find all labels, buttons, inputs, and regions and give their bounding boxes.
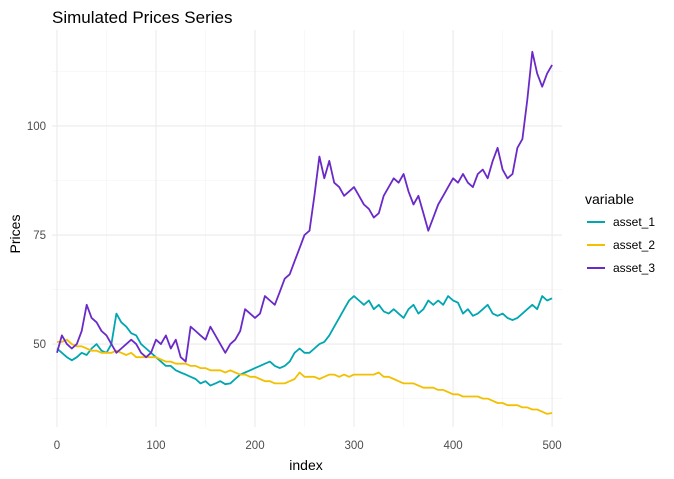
legend-label-asset-2: asset_2 xyxy=(613,238,655,252)
x-tick-label: 0 xyxy=(54,440,60,452)
y-tick-label: 75 xyxy=(33,230,46,242)
legend-label-asset-3: asset_3 xyxy=(613,261,655,275)
x-tick-label: 200 xyxy=(245,440,264,452)
legend: variable asset_1 asset_2 asset_3 xyxy=(585,191,655,275)
y-tick-label: 100 xyxy=(27,121,46,133)
chart-title: Simulated Prices Series xyxy=(52,8,232,27)
x-tick-label: 500 xyxy=(543,440,562,452)
grid xyxy=(52,30,562,427)
series-line-asset-1 xyxy=(56,295,553,387)
x-tick-label: 300 xyxy=(344,440,363,452)
x-axis-title: index xyxy=(289,457,322,473)
legend-label-asset-1: asset_1 xyxy=(613,215,655,229)
x-tick-label: 100 xyxy=(146,440,165,452)
series-line-asset-2 xyxy=(57,338,553,415)
y-tick-label: 50 xyxy=(33,339,46,351)
x-axis-ticks: 0 100 200 300 400 500 xyxy=(54,440,562,452)
y-axis-title: Prices xyxy=(7,215,23,254)
legend-title: variable xyxy=(585,191,634,207)
series-line-asset-3 xyxy=(56,50,553,363)
y-axis-ticks: 50 75 100 xyxy=(27,121,46,351)
x-tick-label: 400 xyxy=(443,440,462,452)
series-lines xyxy=(56,50,553,415)
